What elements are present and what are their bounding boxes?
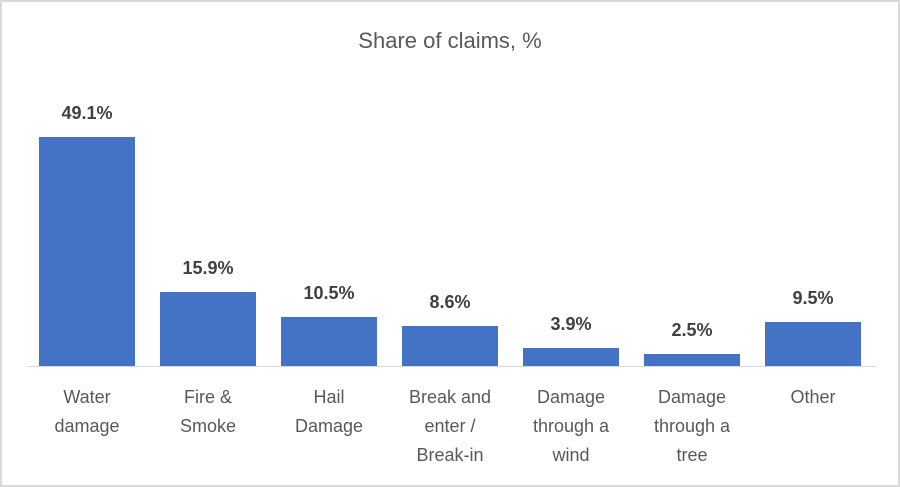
x-axis-line <box>27 366 876 367</box>
bar <box>765 322 861 366</box>
category-label: Break and enter / Break-in <box>408 387 492 465</box>
data-label: 9.5% <box>792 288 834 308</box>
bar <box>402 326 498 366</box>
category-label: Hail Damage <box>294 387 364 436</box>
category-label: Water damage <box>54 387 120 436</box>
bar <box>644 354 740 366</box>
category-label: Damage through a tree <box>653 387 731 465</box>
data-label: 2.5% <box>671 320 713 340</box>
bar <box>523 348 619 366</box>
category-label: Fire & Smoke <box>179 387 237 436</box>
data-label: 10.5% <box>303 283 355 303</box>
data-label: 49.1% <box>61 103 113 123</box>
category-label: Damage through a wind <box>532 387 610 465</box>
data-label: 15.9% <box>182 258 234 278</box>
bar <box>39 137 135 366</box>
data-label: 3.9% <box>550 314 592 334</box>
bar <box>160 292 256 366</box>
chart-title: Share of claims, % <box>358 28 542 53</box>
category-label: Other <box>790 387 836 407</box>
data-label: 8.6% <box>429 292 471 312</box>
bar <box>281 317 377 366</box>
